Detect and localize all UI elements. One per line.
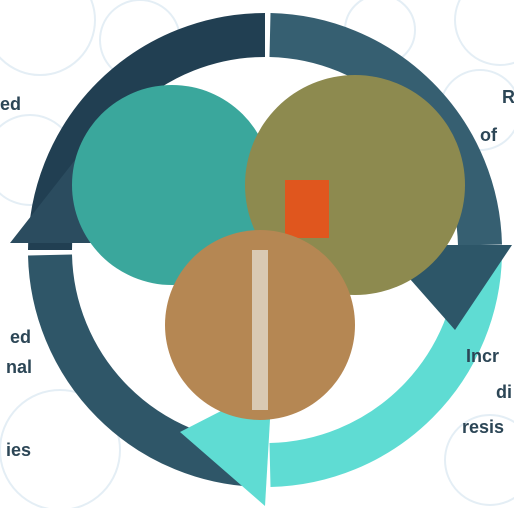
label: resis [462,417,504,437]
photos [72,75,465,420]
label: Incr [466,346,499,366]
label: ies [6,440,31,460]
photo-fish-tank [72,85,272,285]
label: di [496,382,512,402]
photo-detail [285,180,329,238]
label: ed [10,327,31,347]
photo-detail [252,250,268,410]
label: ed [0,94,21,114]
label: R [502,87,514,107]
label: nal [6,357,32,377]
label: of [480,125,498,145]
